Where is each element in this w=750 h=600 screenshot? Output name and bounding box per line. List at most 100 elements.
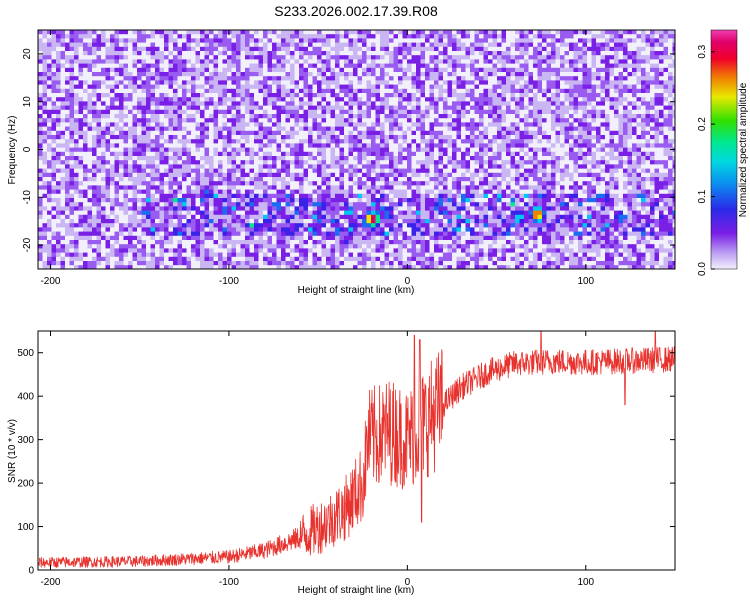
heatmap-cell: [591, 151, 597, 157]
heatmap-cell: [524, 118, 530, 123]
heatmap-cell: [69, 97, 75, 102]
heatmap-cell: [353, 72, 359, 77]
heatmap-cell: [407, 130, 413, 136]
heatmap-cell: [537, 46, 543, 52]
heatmap-cell: [344, 122, 350, 128]
heatmap-cell: [645, 63, 651, 69]
heatmap-cell: [357, 130, 363, 136]
heatmap-cell: [483, 114, 489, 119]
heatmap-cell: [461, 139, 467, 144]
heatmap-cell: [218, 151, 224, 157]
heatmap-cell: [321, 59, 327, 65]
heatmap-cell: [488, 114, 494, 119]
heatmap-cell: [132, 88, 138, 94]
heatmap-cell: [249, 97, 255, 102]
heatmap-cell: [596, 160, 602, 165]
heatmap-cell: [641, 84, 647, 90]
heatmap-cell: [461, 130, 467, 136]
heatmap-cell: [236, 30, 242, 35]
heatmap-cell: [299, 172, 305, 178]
heatmap-cell: [123, 164, 129, 170]
heatmap-cell: [627, 160, 633, 165]
heatmap-cell: [546, 51, 552, 56]
heatmap-cell: [389, 114, 395, 119]
heatmap-cell: [551, 88, 557, 94]
heatmap-cell: [632, 114, 638, 119]
heatmap-cell: [290, 130, 296, 136]
heatmap-cell: [173, 67, 179, 73]
heatmap-cell: [173, 143, 179, 149]
heatmap-cell: [672, 114, 675, 119]
heatmap-cell: [488, 63, 494, 69]
heatmap-cell: [240, 34, 246, 39]
heatmap-cell: [150, 63, 156, 69]
heatmap-cell: [416, 172, 422, 178]
heatmap-cell: [659, 30, 665, 35]
heatmap-cell: [128, 114, 134, 119]
heatmap-cell: [456, 160, 462, 165]
heatmap-cell: [654, 118, 660, 123]
heatmap-cell: [186, 63, 192, 69]
heatmap-cell: [47, 130, 53, 136]
heatmap-cell: [141, 143, 147, 149]
heatmap-cell: [65, 177, 71, 182]
heatmap-cell: [443, 88, 449, 94]
heatmap-cell: [150, 122, 156, 128]
heatmap-cell: [528, 93, 534, 98]
heatmap-cell: [371, 168, 377, 174]
heatmap-cell: [474, 97, 480, 102]
heatmap-cell: [668, 38, 674, 44]
heatmap-cell: [501, 88, 507, 94]
heatmap-cell: [312, 164, 318, 170]
heatmap-cell: [357, 172, 363, 178]
heatmap-cell: [168, 135, 174, 140]
heatmap-cell: [357, 139, 363, 144]
heatmap-cell: [56, 168, 62, 174]
heatmap-cell: [636, 160, 642, 165]
heatmap-cell: [560, 118, 566, 123]
heatmap-cell: [299, 63, 305, 69]
heatmap-cell: [546, 105, 552, 111]
heatmap-cell: [173, 105, 179, 111]
heatmap-cell: [159, 30, 165, 35]
heatmap-cell: [596, 135, 602, 140]
heatmap-cell: [245, 168, 251, 174]
heatmap-cell: [213, 55, 219, 60]
heatmap-cell: [159, 34, 165, 39]
heatmap-cell: [672, 143, 675, 149]
heatmap-cell: [605, 76, 611, 81]
heatmap-cell: [114, 118, 120, 123]
heatmap-cell: [582, 109, 588, 115]
heatmap-cell: [591, 130, 597, 136]
heatmap-cell: [524, 67, 530, 73]
heatmap-cell: [672, 67, 675, 73]
heatmap-cell: [173, 88, 179, 94]
heatmap-cell: [335, 164, 341, 170]
heatmap-cell: [596, 109, 602, 115]
heatmap-cell: [191, 147, 197, 153]
heatmap-cell: [119, 139, 125, 144]
heatmap-cell: [375, 168, 381, 174]
heatmap-cell: [101, 177, 107, 182]
heatmap-cell: [470, 160, 476, 165]
heatmap-cell: [569, 105, 575, 111]
heatmap-cell: [195, 105, 201, 111]
heatmap-cell: [456, 135, 462, 140]
heatmap-cell: [420, 118, 426, 123]
heatmap-cell: [281, 76, 287, 81]
heatmap-cell: [123, 42, 129, 48]
heatmap-cell: [479, 168, 485, 174]
heatmap-cell: [393, 67, 399, 73]
heatmap-cell: [96, 143, 102, 149]
heatmap-cell: [519, 126, 525, 132]
heatmap-cell: [299, 147, 305, 153]
heatmap-cell: [371, 38, 377, 44]
heatmap-cell: [452, 147, 458, 153]
heatmap-cell: [605, 55, 611, 60]
heatmap-cell: [564, 46, 570, 52]
heatmap-cell: [519, 135, 525, 140]
heatmap-cell: [276, 126, 282, 132]
heatmap-cell: [303, 160, 309, 165]
heatmap-cell: [645, 88, 651, 94]
heatmap-cell: [173, 42, 179, 48]
